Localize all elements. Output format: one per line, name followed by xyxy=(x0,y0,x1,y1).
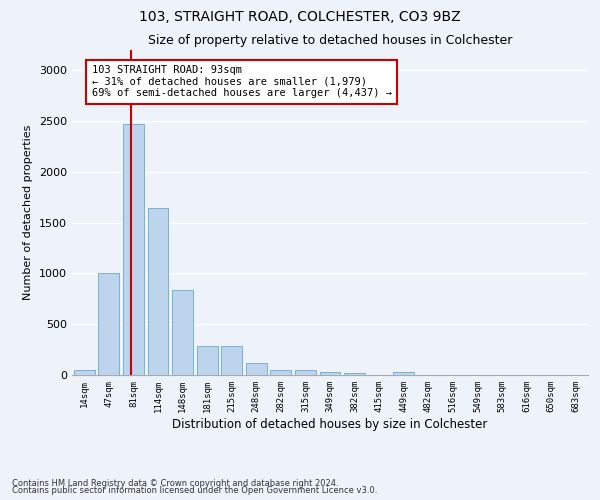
Bar xyxy=(123,124,144,375)
Bar xyxy=(197,346,218,375)
Text: Contains HM Land Registry data © Crown copyright and database right 2024.: Contains HM Land Registry data © Crown c… xyxy=(12,478,338,488)
X-axis label: Distribution of detached houses by size in Colchester: Distribution of detached houses by size … xyxy=(172,418,488,430)
Text: 103, STRAIGHT ROAD, COLCHESTER, CO3 9BZ: 103, STRAIGHT ROAD, COLCHESTER, CO3 9BZ xyxy=(139,10,461,24)
Bar xyxy=(271,370,292,375)
Bar xyxy=(172,290,193,375)
Text: Contains public sector information licensed under the Open Government Licence v3: Contains public sector information licen… xyxy=(12,486,377,495)
Bar xyxy=(98,274,119,375)
Title: Size of property relative to detached houses in Colchester: Size of property relative to detached ho… xyxy=(148,34,512,48)
Bar xyxy=(344,373,365,375)
Bar xyxy=(246,363,267,375)
Bar xyxy=(74,370,95,375)
Bar xyxy=(295,370,316,375)
Bar xyxy=(148,208,169,375)
Bar xyxy=(221,346,242,375)
Y-axis label: Number of detached properties: Number of detached properties xyxy=(23,125,34,300)
Text: 103 STRAIGHT ROAD: 93sqm
← 31% of detached houses are smaller (1,979)
69% of sem: 103 STRAIGHT ROAD: 93sqm ← 31% of detach… xyxy=(92,65,392,98)
Bar xyxy=(393,372,414,375)
Bar xyxy=(320,372,340,375)
